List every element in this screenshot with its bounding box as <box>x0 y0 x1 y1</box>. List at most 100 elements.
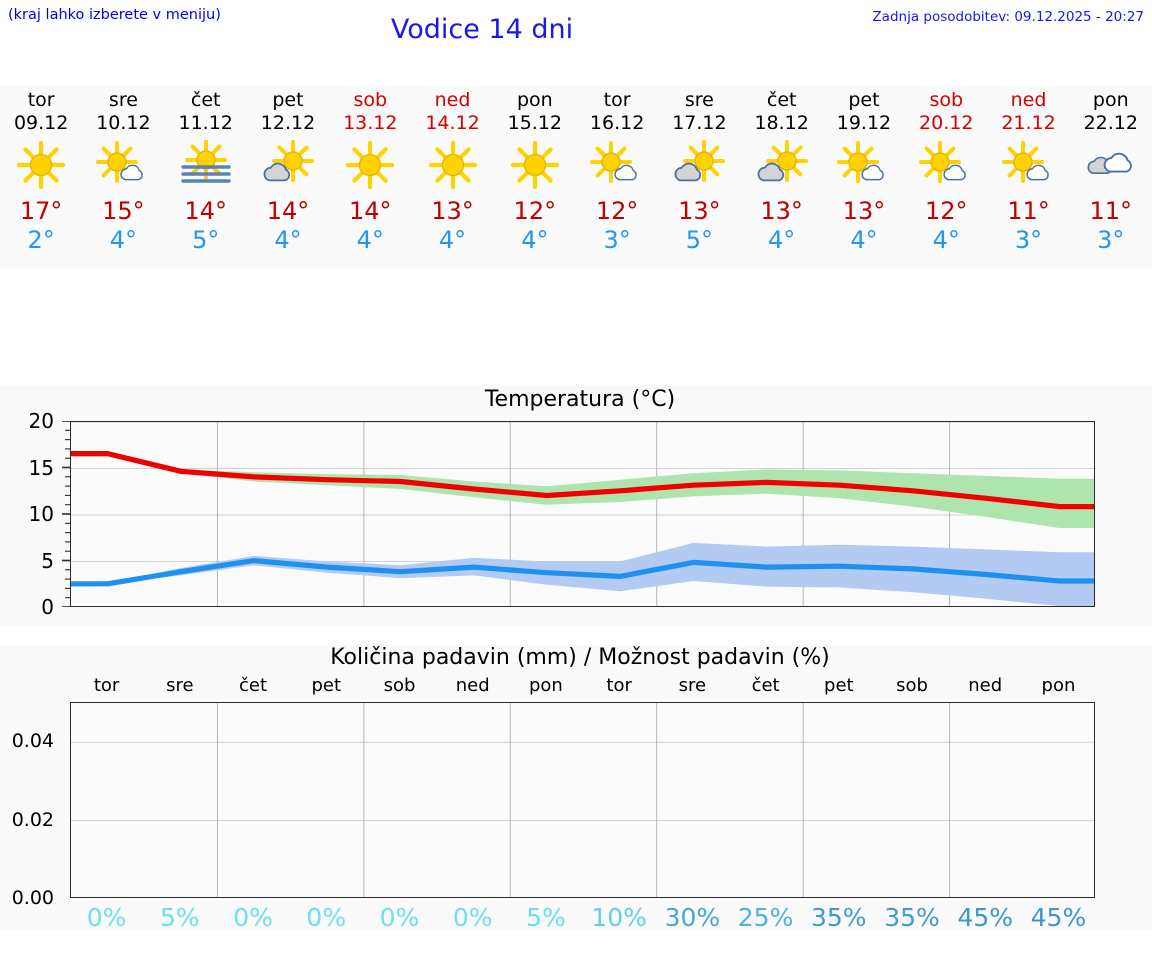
day-name: pet <box>272 89 304 111</box>
day-temp-max: 14° <box>266 197 310 225</box>
day-date: 09.12 <box>13 112 69 134</box>
precipitation-day-labels: tor sre čet pet sob ned pon tor sre čet pet sob ned p… <box>70 675 1095 699</box>
sun-cloud-left-icon <box>741 139 823 191</box>
day-date: 16.12 <box>589 112 645 134</box>
sun-small-cloud-icon <box>576 139 658 191</box>
precipitation-probability-label: 45% <box>1030 903 1087 932</box>
day-name: čet <box>766 89 797 111</box>
day-column[interactable]: ned 14.12 13° 4° <box>411 85 493 268</box>
day-temp-min: 4° <box>932 226 960 254</box>
day-date: 20.12 <box>919 112 974 134</box>
day-temp-min: 5° <box>192 226 220 254</box>
day-date: 21.12 <box>1001 112 1056 134</box>
sunny-icon <box>0 139 82 191</box>
precipitation-probability-label: 35% <box>884 903 940 932</box>
day-date: 14.12 <box>425 112 480 134</box>
precipitation-day-label: sob <box>383 675 416 696</box>
page-header: (kraj lahko izberete v meniju) Vodice 14… <box>0 0 1152 74</box>
precipitation-day-label: pon <box>528 675 563 696</box>
day-temp-max: 13° <box>842 197 886 225</box>
precipitation-day-label: pet <box>311 675 342 696</box>
day-column[interactable]: tor 16.12 12° 3° <box>576 85 658 268</box>
last-updated-label: Zadnja posodobitev: 09.12.2025 - 20:27 <box>872 9 1144 25</box>
precipitation-probability-label: 0% <box>233 903 273 932</box>
day-column[interactable]: pet 19.12 13° 4° <box>823 85 905 268</box>
day-date: 19.12 <box>836 112 892 134</box>
precipitation-probability-label: 10% <box>591 903 647 932</box>
precipitation-probability-label: 5% <box>526 903 566 932</box>
precipitation-probability-label: 0% <box>452 903 493 932</box>
day-name: ned <box>434 89 471 111</box>
day-temp-max: 14° <box>348 197 392 225</box>
day-column[interactable]: pon 22.12 11° 3° <box>1070 85 1152 268</box>
precipitation-probability-label: 5% <box>159 903 200 932</box>
day-date: 11.12 <box>178 112 233 134</box>
sun-small-cloud-icon <box>823 139 905 191</box>
day-column[interactable]: sre 10.12 15° 4° <box>82 85 164 268</box>
sun-small-cloud-icon <box>987 139 1069 191</box>
temperature-chart-title: Temperatura (°C) <box>484 387 676 412</box>
menu-hint-link[interactable]: (kraj lahko izberete v meniju) <box>8 7 221 23</box>
day-temp-max: 11° <box>1007 197 1050 225</box>
sun-small-cloud-icon <box>82 139 164 191</box>
day-temp-max: 12° <box>595 197 639 225</box>
precipitation-probability-label: 45% <box>957 903 1014 932</box>
precipitation-day-label: ned <box>455 675 490 696</box>
day-temp-max: 13° <box>760 197 803 225</box>
day-column[interactable]: čet 11.12 14° 5° <box>165 85 247 268</box>
precipitation-day-label: pon <box>1041 675 1076 696</box>
precipitation-probability-label: 0% <box>306 903 347 932</box>
temperature-y-tick-label: 20 <box>28 409 54 433</box>
day-name: pet <box>848 89 880 111</box>
day-temp-min: 4° <box>850 226 878 254</box>
precipitation-probability-row: 0% 5% 0% 0% 0% 0% 5% 10% 30% 25% 35% 35% 45% 45% <box>70 903 1095 937</box>
precipitation-y-tick-label: 0.02 <box>11 808 54 831</box>
day-temp-min: 3° <box>603 226 631 254</box>
precipitation-probability-label: 30% <box>664 903 721 932</box>
day-column[interactable]: tor 09.12 17° 2° <box>0 85 82 268</box>
day-column[interactable]: pon 15.12 12° 4° <box>494 85 576 268</box>
precipitation-day-label: tor <box>606 675 632 696</box>
day-name: sre <box>108 89 138 111</box>
day-name: čet <box>190 89 221 111</box>
precipitation-day-label: sre <box>678 675 707 696</box>
day-temp-min: 5° <box>685 226 714 254</box>
day-temp-max: 14° <box>184 197 227 225</box>
sun-fog-icon <box>165 139 247 191</box>
day-temp-min: 2° <box>27 226 55 254</box>
temperature-y-tick-label: 0 <box>41 595 54 619</box>
precipitation-plot-area <box>70 702 1095 898</box>
day-column[interactable]: pet 12.12 14° 4° <box>247 85 329 268</box>
day-temp-max: 13° <box>678 197 721 225</box>
precipitation-day-label: ned <box>968 675 1003 696</box>
day-name: tor <box>27 89 55 111</box>
precipitation-y-axis-labels: 0.00 0.02 0.04 <box>0 702 62 909</box>
day-temp-max: 13° <box>431 197 474 225</box>
day-name: sob <box>929 89 964 111</box>
precipitation-y-tick-label: 0.04 <box>11 730 54 753</box>
sunny-icon <box>329 139 411 191</box>
sunny-icon <box>411 139 493 191</box>
temperature-plot-area <box>70 421 1095 607</box>
day-column[interactable]: sob 20.12 12° 4° <box>905 85 987 268</box>
day-name: sob <box>353 89 388 111</box>
day-date: 10.12 <box>96 112 151 134</box>
precipitation-probability-label: 0% <box>379 903 420 932</box>
day-column[interactable]: sre 17.12 13° 5° <box>658 85 740 268</box>
sun-cloud-left-icon <box>247 139 329 191</box>
day-column[interactable]: sob 13.12 14° 4° <box>329 85 411 268</box>
day-date: 22.12 <box>1083 112 1138 134</box>
cloudy-icon <box>1070 139 1152 191</box>
day-name: tor <box>603 89 631 111</box>
temperature-axis-minor-ticks <box>62 421 71 607</box>
precipitation-probability-label: 0% <box>86 903 127 932</box>
sun-cloud-left-icon <box>658 139 740 191</box>
precipitation-day-label: sre <box>166 675 194 696</box>
day-column[interactable]: čet 18.12 13° 4° <box>741 85 823 268</box>
day-temp-min: 4° <box>274 226 302 254</box>
day-name: ned <box>1010 89 1047 111</box>
precipitation-chart-panel: Količina padavin (mm) / Možnost padavin … <box>0 645 1152 932</box>
day-column[interactable]: ned 21.12 11° 3° <box>987 85 1069 268</box>
